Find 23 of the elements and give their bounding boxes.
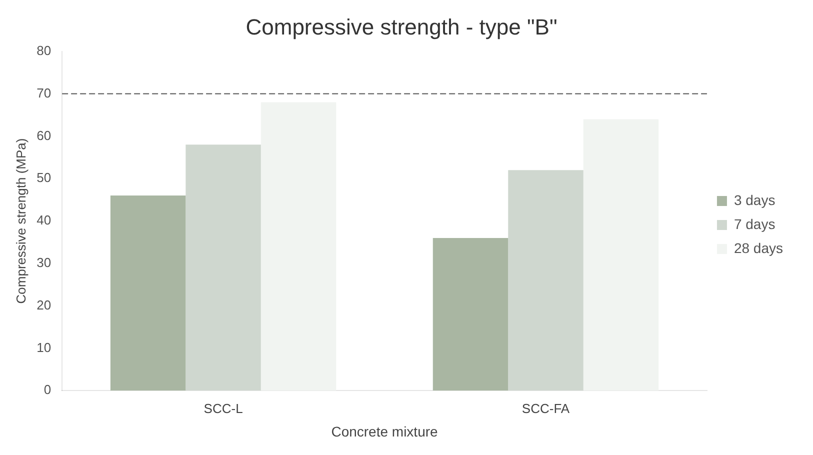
y-tick-label: 0	[44, 382, 52, 398]
bar	[508, 170, 584, 391]
bar	[432, 238, 508, 391]
chart-title: Compressive strength - type "B"	[246, 14, 558, 40]
y-tick-label: 20	[36, 297, 52, 312]
y-tick-label: 60	[36, 128, 52, 143]
bar	[186, 144, 261, 391]
y-axis-title: Compressive strength (MPa)	[13, 138, 28, 304]
x-tick-label: SCC-L	[204, 400, 243, 416]
y-tick-label: 40	[36, 212, 52, 228]
x-axis-title: Concrete mixture	[331, 423, 438, 440]
legend-label: 7 days	[734, 216, 776, 232]
bar	[260, 102, 336, 391]
y-tick-label: 80	[36, 42, 52, 58]
legend-label: 28 days	[734, 240, 784, 256]
y-tick-label: 30	[36, 254, 52, 270]
legend-label: 3 days	[734, 192, 776, 208]
bar	[110, 196, 186, 391]
x-tick-label: SCC-FA	[522, 400, 570, 416]
y-tick-label: 10	[36, 340, 52, 355]
y-tick-label: 50	[36, 170, 52, 186]
bar	[583, 119, 659, 391]
y-tick-label: 70	[36, 85, 52, 100]
